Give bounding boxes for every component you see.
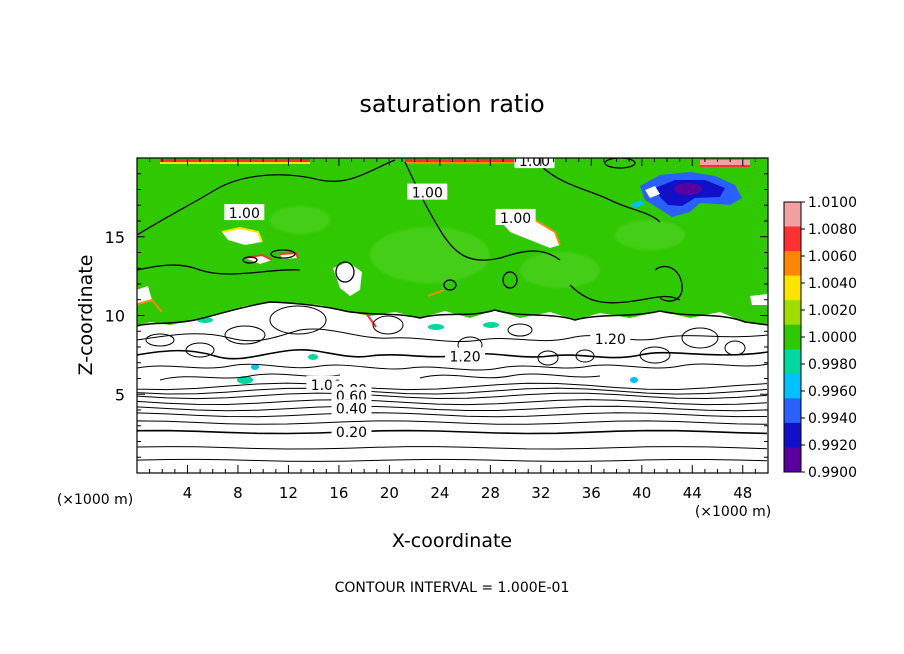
contour-line: [137, 405, 768, 412]
x-axis-ticks: 4 8 12 16 20 24 28 32 36 40 44 48: [149, 158, 756, 502]
contour-label-bg: [407, 183, 448, 200]
colorbar-swatch: [784, 422, 801, 448]
contour-line: [137, 458, 768, 462]
x-tick-label: 16: [329, 484, 348, 502]
chart-title: saturation ratio: [359, 90, 544, 118]
x-tick-label: 20: [380, 484, 399, 502]
cyan-spots: [197, 317, 638, 384]
x-tick-label: 40: [632, 484, 651, 502]
contour-label-bg: [495, 208, 536, 225]
contour-label: 1.00: [229, 206, 260, 222]
colorbar-label: 1.0100: [808, 195, 857, 211]
contour-line: [137, 382, 768, 391]
colorbar-swatch: [784, 202, 801, 227]
colorbar-swatch: [784, 275, 801, 301]
colorbar-label: 0.9960: [808, 384, 857, 400]
colorbar-label: 1.0000: [808, 330, 857, 346]
contour-label-bg: [514, 158, 555, 169]
x-unit-label: (×1000 m): [695, 504, 771, 520]
x-tick-label: 4: [183, 484, 193, 502]
contour-label: 0.40: [336, 401, 367, 417]
contour-label-bg: [331, 386, 372, 403]
contour-label: 1.20: [450, 349, 481, 365]
colorbar-label: 1.0020: [808, 303, 857, 319]
y-tick-label: 15: [105, 228, 125, 247]
contour-line: [137, 399, 768, 406]
y-tick-label: 5: [115, 385, 125, 404]
contour-label-bg: [331, 423, 372, 440]
x-tick-label: 44: [683, 484, 702, 502]
contour-line: [137, 392, 768, 400]
colorbar-swatch: [784, 324, 801, 350]
horizontal-contours: [137, 382, 768, 462]
colorbar-label: 1.0040: [808, 276, 857, 292]
contour-line: [137, 387, 768, 395]
contour-line: [137, 429, 768, 435]
contour-label-bg: [445, 347, 486, 364]
colorbar-label: 1.0060: [808, 249, 857, 265]
contour-line: [137, 420, 768, 425]
light-green-patches: [270, 206, 685, 288]
plot-area: 1.001.001.001.001.201.201.000.800.600.40…: [137, 154, 768, 473]
contour-label-bg: [224, 204, 265, 221]
contour-interval-note: CONTOUR INTERVAL = 1.000E-01: [335, 580, 570, 596]
cloud-layer-contours: [137, 301, 768, 381]
x-tick-label: 8: [233, 484, 243, 502]
colorbar-label: 0.9980: [808, 357, 857, 373]
x-tick-label: 32: [531, 484, 550, 502]
y-axis-label: Z-coordinate: [75, 255, 97, 376]
colorbar-swatch: [784, 447, 801, 473]
contour-label: 1.20: [595, 332, 626, 348]
colorbar-label: 1.0080: [808, 222, 857, 238]
colorbar-swatch: [784, 373, 801, 399]
colorbar-swatch: [784, 300, 801, 326]
colorbar-swatch: [784, 226, 801, 252]
colorbar-swatch: [784, 398, 801, 424]
contour-label: 1.00: [519, 154, 550, 170]
contour-label: 1.00: [500, 211, 531, 227]
contour-label: 1.00: [412, 186, 443, 202]
x-tick-label: 12: [279, 484, 298, 502]
x-tick-label: 48: [733, 484, 752, 502]
contour-line: [137, 412, 768, 418]
colorbar-label: 0.9920: [808, 438, 857, 454]
colorbar-label: 0.9940: [808, 411, 857, 427]
colorbar: 1.0100 1.0080 1.0060 1.0040 1.0020 1.0000 0.99…: [783, 195, 857, 481]
x-axis-label: X-coordinate: [392, 530, 512, 552]
y-axis-ticks: 5 10 15: [105, 173, 768, 458]
x-tick-label: 24: [430, 484, 449, 502]
colorbar-swatch: [784, 251, 801, 277]
colorbar-swatch: [784, 349, 801, 375]
colorbar-label: 0.9900: [808, 465, 857, 481]
contour-label-bg: [590, 330, 631, 347]
subsaturated-patch: [630, 172, 742, 217]
y-tick-label: 10: [105, 307, 125, 326]
contour-labels: 1.001.001.001.001.201.201.000.800.600.40…: [224, 154, 631, 441]
x-tick-label: 36: [582, 484, 601, 502]
contour-label: 0.20: [336, 425, 367, 441]
contour-line: [137, 446, 768, 450]
y-unit-label: (×1000 m): [57, 492, 133, 508]
contour-label-bg: [331, 399, 372, 416]
x-tick-label: 28: [481, 484, 500, 502]
